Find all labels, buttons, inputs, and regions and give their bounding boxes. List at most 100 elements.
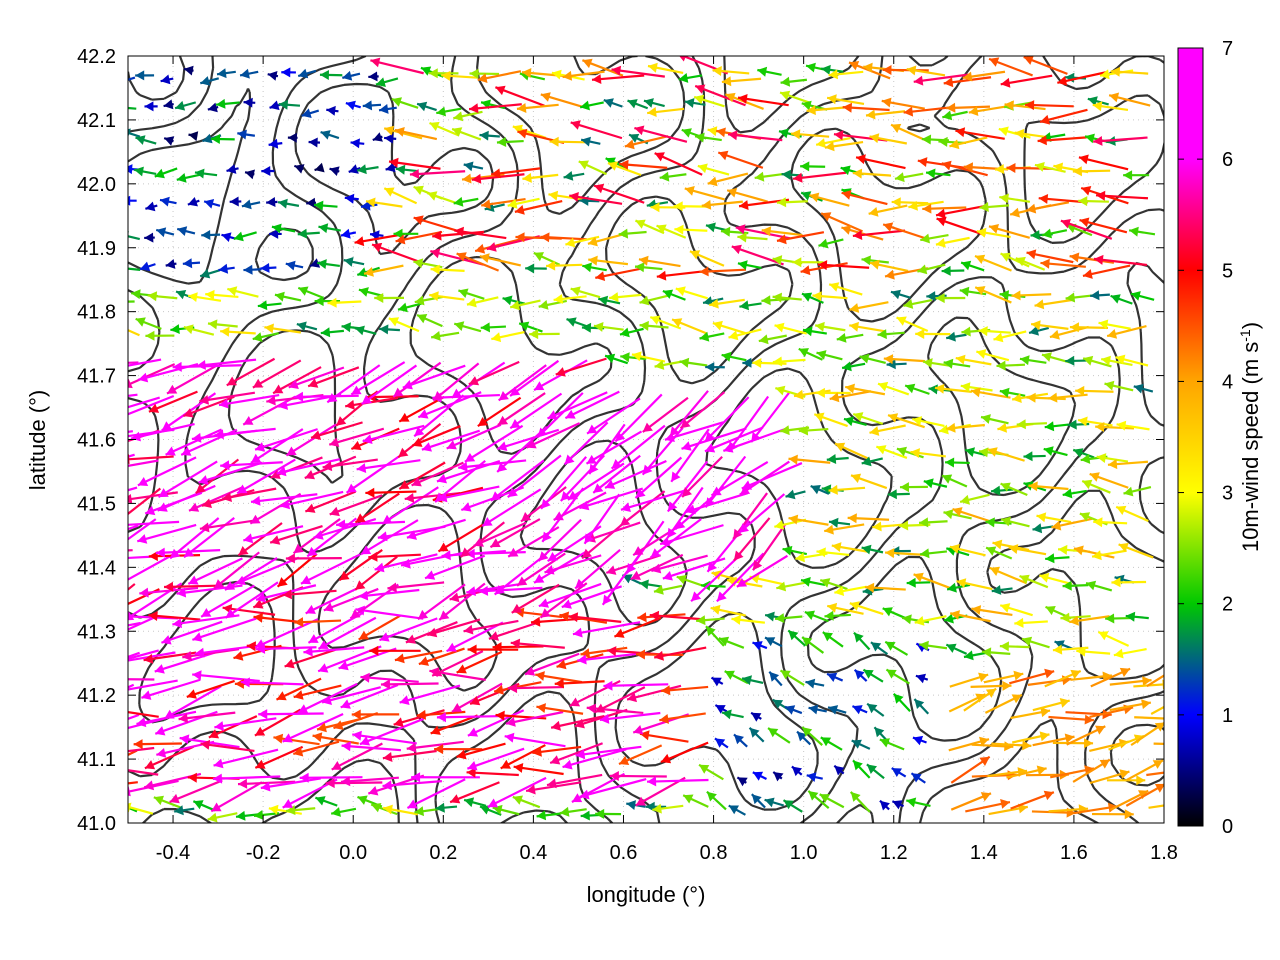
wind-arrow <box>1045 553 1070 564</box>
wind-arrow <box>726 187 768 203</box>
wind-arrow <box>941 474 968 488</box>
wind-arrow <box>375 77 399 87</box>
wind-arrow <box>128 651 176 662</box>
wind-arrow <box>591 74 645 84</box>
wind-arrow <box>635 776 686 807</box>
wind-arrow <box>815 137 851 148</box>
wind-arrow <box>1076 646 1111 657</box>
wind-arrow <box>254 428 318 452</box>
wind-arrow <box>862 668 884 683</box>
wind-arrow <box>136 523 197 544</box>
wind-arrow <box>739 300 762 311</box>
wind-arrow <box>859 353 886 364</box>
wind-arrow <box>514 199 563 215</box>
wind-arrow <box>833 764 845 776</box>
wind-arrow <box>356 459 421 473</box>
wind-arrow <box>877 329 905 340</box>
wind-arrow <box>414 295 444 306</box>
wind-arrow <box>395 164 418 175</box>
wind-arrow <box>798 425 829 436</box>
wind-arrow <box>741 675 764 686</box>
wind-arrow <box>194 644 259 658</box>
wind-arrow <box>593 322 624 332</box>
wind-arrow <box>139 261 156 272</box>
wind-arrow <box>536 703 584 715</box>
wind-arrow <box>1009 668 1055 685</box>
wind-arrow <box>1130 291 1155 301</box>
wind-arrow <box>792 171 847 183</box>
wind-arrow <box>727 395 770 453</box>
wind-arrow <box>721 76 762 87</box>
wind-arrow <box>237 129 256 140</box>
wind-arrow <box>891 767 907 778</box>
wind-arrow <box>1057 71 1107 86</box>
wind-arrow <box>213 748 279 769</box>
wind-arrow <box>363 264 404 277</box>
wind-arrow <box>886 359 907 370</box>
wind-arrow <box>820 736 843 751</box>
wind-arrow <box>718 636 745 649</box>
wind-arrow <box>463 619 519 635</box>
x-axis-title: longitude (°) <box>587 882 706 907</box>
wind-arrow <box>849 301 889 313</box>
wind-arrow <box>348 164 361 174</box>
wind-arrow <box>704 426 764 453</box>
wind-arrow <box>949 136 988 150</box>
wind-arrow <box>434 744 483 755</box>
wind-arrow <box>222 487 277 502</box>
wind-arrow <box>128 267 141 271</box>
wind-arrow <box>963 687 997 712</box>
wind-arrow <box>1090 290 1110 301</box>
wind-arrow <box>935 204 987 219</box>
y-axis-ticks: 41.0 41.1 41.2 41.3 41.4 41.5 41.6 41.7 41.8 41.9… <box>77 46 1164 835</box>
wind-arrow <box>976 349 1010 362</box>
wind-arrow <box>912 735 927 746</box>
wind-arrow <box>983 670 1024 684</box>
wind-arrow <box>984 693 1023 714</box>
wind-arrow <box>710 676 724 687</box>
wind-arrow <box>174 805 195 816</box>
wind-arrow <box>487 776 547 808</box>
x-tick-label: -0.2 <box>246 842 280 864</box>
wind-arrow <box>1116 420 1150 431</box>
wind-arrow <box>974 286 1012 304</box>
wind-arrow <box>790 129 830 140</box>
wind-arrow <box>258 709 324 720</box>
wind-arrow <box>875 445 908 459</box>
y-tick-label: 41.8 <box>77 302 116 324</box>
wind-arrow <box>651 554 708 574</box>
wind-arrow <box>834 442 871 461</box>
wind-arrow <box>479 130 500 141</box>
wind-arrow <box>536 810 562 821</box>
wind-arrow <box>402 364 466 390</box>
wind-arrow <box>1078 196 1109 207</box>
wind-arrow <box>282 713 344 743</box>
wind-arrow <box>733 517 771 562</box>
wind-arrow <box>182 258 201 269</box>
wind-arrow <box>128 621 141 627</box>
wind-arrow <box>466 296 499 308</box>
wind-arrow <box>556 653 604 670</box>
x-axis-ticks: -0.4 -0.2 0.0 0.2 0.4 0.6 0.8 1.0 1.2 1.4 1.6 1.8 <box>156 56 1178 864</box>
wind-arrow <box>321 686 382 705</box>
wind-arrow <box>833 130 888 142</box>
wind-arrow <box>815 387 851 398</box>
wind-arrow <box>128 300 135 303</box>
wind-arrow <box>678 73 703 83</box>
wind-arrow <box>1047 392 1088 403</box>
wind-arrow <box>824 610 851 621</box>
wind-arrow <box>1092 809 1134 820</box>
wind-arrow <box>536 392 584 439</box>
wind-arrow <box>656 269 708 281</box>
wind-arrow <box>919 548 948 559</box>
wind-arrow <box>701 199 743 210</box>
wind-arrow <box>705 625 725 647</box>
wind-arrow <box>243 525 304 544</box>
wind-arrow <box>912 416 945 427</box>
wind-arrow <box>540 456 587 510</box>
wind-arrow <box>269 228 282 239</box>
wind-arrow <box>199 391 256 405</box>
wind-arrow <box>285 423 337 457</box>
wind-arrow <box>575 745 642 760</box>
wind-arrow <box>948 736 990 752</box>
